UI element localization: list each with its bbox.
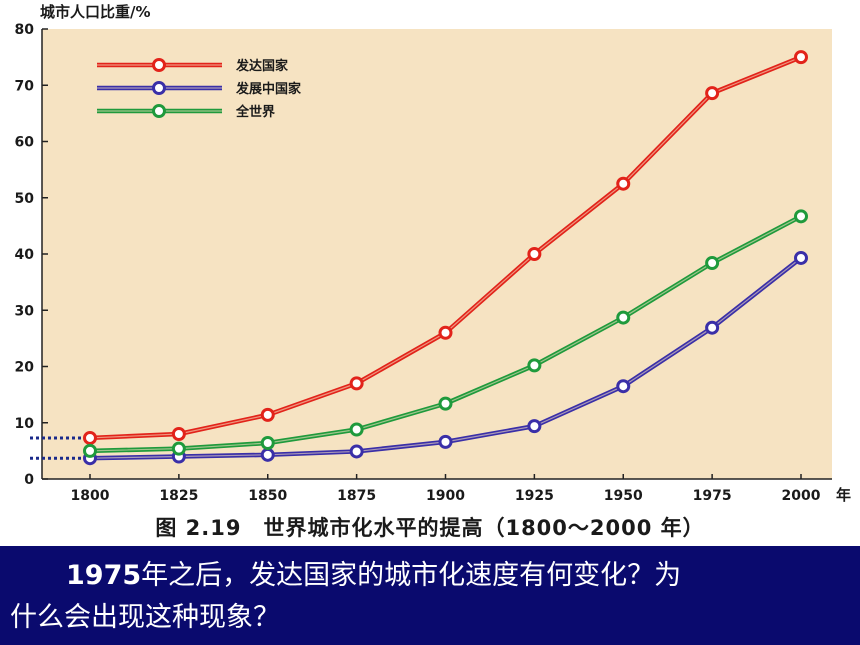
x-tick-label: 1900 [426,488,465,504]
data-point [260,436,275,450]
x-tick-label: 1975 [693,488,732,504]
legend-label: 全世界 [235,104,275,120]
y-tick-label: 10 [15,416,35,432]
y-axis: 0 10 20 30 40 50 60 70 80 [15,22,48,488]
x-tick-label: 1800 [71,488,110,504]
data-point [527,247,542,261]
data-point [527,358,542,373]
question-line-2: 什么会出现这种现象？ [10,602,280,633]
y-axis-title: 城市人口比重/% [40,3,151,21]
data-point [438,434,453,449]
x-tick-label: 1825 [159,488,198,504]
data-point [349,422,364,437]
y-tick-label: 60 [15,135,35,151]
y-tick-label: 80 [15,22,35,38]
legend-entry: 全世界 [97,104,275,120]
x-axis-title: 年 [836,486,851,504]
data-point [438,396,453,411]
y-tick-label: 70 [15,78,35,94]
data-point [171,441,186,456]
data-point [705,86,720,101]
data-point [260,447,275,462]
data-point [705,320,720,335]
data-point [616,379,631,394]
series-3 [83,209,808,458]
x-tick-label: 2000 [782,488,821,504]
y-tick-label: 20 [15,360,35,376]
data-point [616,310,631,325]
y-tick-label: 0 [24,472,34,488]
y-tick-label: 50 [15,191,35,207]
data-point [794,209,808,224]
y-tick-label: 30 [15,303,35,319]
data-point [527,419,542,434]
x-tick-label: 1875 [337,488,376,504]
question-line-1: 1975年之后，发达国家的城市化速度有何变化？为 [10,555,842,597]
series-1 [83,50,808,445]
data-point [705,256,720,270]
data-point [616,176,631,191]
legend-marker [152,104,166,118]
data-point [83,430,97,445]
x-tick-label: 1850 [248,488,287,504]
urbanization-chart: 0 10 20 30 40 50 60 70 80 1800 1825 1850 1875 1900 19… [15,3,852,504]
data-point [794,50,808,65]
legend-label: 发达国家 [235,58,289,74]
x-axis: 1800 1825 1850 1875 1900 1925 1950 1975 2000 [42,474,832,504]
data-point [794,250,808,265]
data-point [83,443,97,458]
legend-entry: 发展中国家 [97,81,302,97]
legend-marker [152,81,166,95]
question-year: 1975 [66,560,142,591]
series-layer [83,50,808,466]
x-tick-label: 1925 [515,488,554,504]
data-point [349,444,364,459]
legend-marker [152,58,166,72]
figure-caption: 图 2.19 世界城市化水平的提高（1800～2000 年） [155,516,705,540]
legend-label: 发展中国家 [235,81,302,97]
x-tick-label: 1950 [604,488,643,504]
reference-dotted-lines [30,436,84,460]
y-tick-label: 40 [15,247,35,263]
legend-entry: 发达国家 [97,58,289,74]
data-point [260,407,275,422]
question-box: 1975年之后，发达国家的城市化速度有何变化？为 什么会出现这种现象？ [0,546,860,645]
question-text-1: 年之后，发达国家的城市化速度有何变化？为 [141,560,682,591]
data-point [438,325,453,340]
data-point [171,427,186,441]
data-point [349,376,364,391]
